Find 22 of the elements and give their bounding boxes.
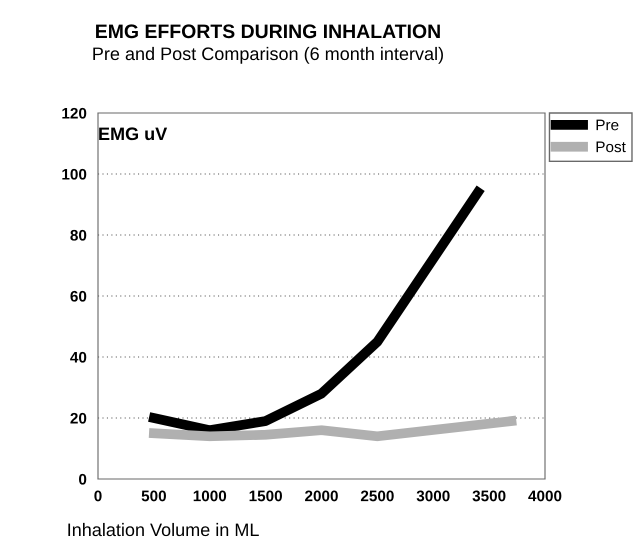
chart-subtitle: Pre and Post Comparison (6 month interval) — [93, 46, 443, 64]
y-tick-label: 60 — [70, 290, 86, 302]
y-tick-label: 120 — [62, 108, 86, 119]
y-tick-label: 20 — [70, 412, 86, 424]
x-tick-label: 1500 — [250, 490, 282, 502]
x-tick-label: 2000 — [305, 490, 338, 502]
y-tick-label: 100 — [62, 168, 86, 180]
x-axis-title: Inhalation Volume in ML — [68, 522, 259, 536]
x-tick-label: 4000 — [528, 490, 562, 502]
x-tick-label: 0 — [94, 490, 102, 502]
y-axis-title: EMG uV — [99, 127, 168, 140]
y-tick-label: 0 — [78, 474, 86, 485]
legend-label: Post — [596, 142, 626, 152]
y-tick-label: 40 — [70, 352, 86, 363]
y-tick-label: 80 — [70, 230, 86, 241]
x-tick-label: 3000 — [416, 490, 450, 502]
x-tick-label: 1000 — [194, 490, 226, 502]
x-tick-label: 2500 — [360, 490, 394, 502]
x-tick-label: 3500 — [472, 490, 506, 502]
chart-title: EMG EFFORTS DURING INHALATION — [96, 24, 440, 38]
legend-label: Pre — [596, 120, 618, 130]
x-tick-label: 500 — [142, 490, 166, 502]
